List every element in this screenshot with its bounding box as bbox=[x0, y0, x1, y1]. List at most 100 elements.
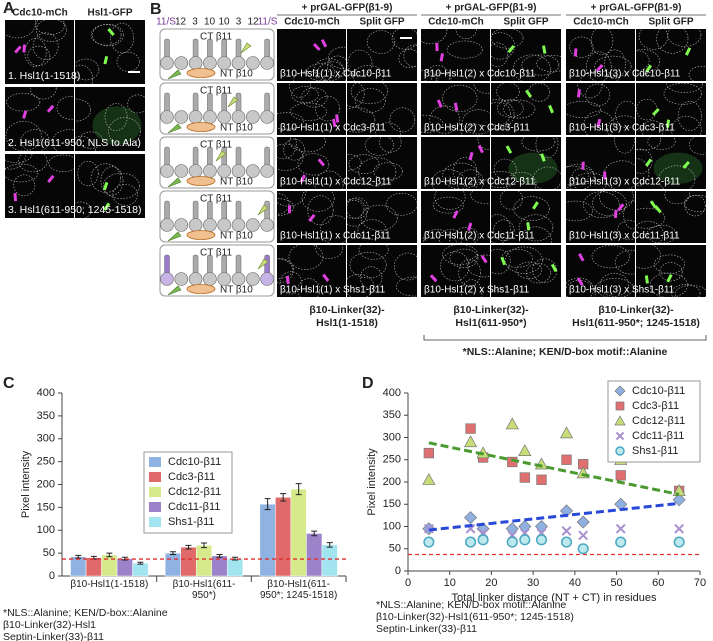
septin-ring bbox=[429, 274, 438, 283]
septin-ring bbox=[335, 114, 340, 123]
footnote: β10-Linker(32)-Hsl1 bbox=[3, 619, 96, 631]
channel-header: Hsl1-GFP bbox=[87, 8, 132, 19]
cell-outline bbox=[599, 191, 634, 211]
cell-outline bbox=[277, 193, 290, 215]
ct-arrow bbox=[227, 96, 239, 108]
point bbox=[577, 543, 589, 555]
micrograph bbox=[5, 154, 74, 218]
cell-outline bbox=[493, 219, 515, 241]
cell-outline bbox=[314, 170, 344, 189]
cell-outline bbox=[586, 51, 612, 81]
y-tick-label: 50 bbox=[389, 543, 401, 555]
cell-outline bbox=[519, 226, 552, 243]
septin-label: 10 bbox=[204, 17, 216, 28]
y-tick-label: 200 bbox=[383, 476, 401, 488]
septin-ring bbox=[578, 253, 585, 262]
cell-outline bbox=[127, 94, 145, 114]
micrograph bbox=[636, 245, 706, 297]
nt-arrow bbox=[167, 123, 182, 134]
septin-ring bbox=[22, 44, 27, 53]
row-label: β10-Hsl1(3) x Cdc3-β11 bbox=[569, 123, 675, 134]
point bbox=[673, 536, 685, 548]
panel-label: A bbox=[3, 0, 15, 17]
cell-outline bbox=[429, 105, 461, 134]
point bbox=[559, 426, 574, 439]
cell-outline bbox=[288, 245, 324, 270]
cell-outline bbox=[13, 174, 36, 197]
cell-outline bbox=[347, 197, 369, 219]
y-tick-label: 250 bbox=[37, 456, 55, 468]
cell-outline bbox=[349, 251, 387, 279]
cell-outline bbox=[350, 83, 389, 104]
micrograph-bg bbox=[277, 245, 346, 297]
row-label: 3. Hsl1(611-950; 1245-1518) bbox=[8, 204, 141, 216]
cell-outline bbox=[48, 154, 74, 172]
y-axis-title: Pixel intensity bbox=[366, 448, 378, 516]
row-label: β10-Hsl1(1) x Cdc11-β11 bbox=[280, 231, 391, 242]
septin-subunit bbox=[174, 56, 189, 70]
cell-outline bbox=[291, 86, 319, 104]
ct-arrow bbox=[257, 204, 269, 216]
septin-ring bbox=[526, 222, 531, 231]
nt-label: NT β10 bbox=[220, 285, 253, 296]
y-tick-label: 200 bbox=[37, 478, 55, 490]
septin-ring bbox=[436, 99, 443, 108]
legend-label: Cdc10-β11 bbox=[168, 456, 221, 468]
cell-outline bbox=[307, 195, 334, 226]
micrograph bbox=[636, 191, 706, 243]
y-tick-label: 300 bbox=[383, 431, 401, 443]
micrograph bbox=[421, 83, 490, 135]
channel-header: Split GFP bbox=[360, 17, 405, 28]
micrograph bbox=[277, 245, 346, 297]
diagram-frame bbox=[159, 244, 275, 297]
y-tick-label: 400 bbox=[383, 387, 401, 399]
cell-outline bbox=[6, 92, 41, 112]
cell-outline bbox=[104, 103, 128, 131]
column-footer: β10-Linker(32)- bbox=[309, 304, 385, 316]
cell-outline bbox=[467, 254, 490, 278]
cell-outline bbox=[36, 20, 67, 42]
legend-swatch bbox=[149, 472, 161, 482]
row-label: β10-Hsl1(2) x Shs1-β11 bbox=[424, 285, 530, 296]
cell-outline bbox=[594, 55, 632, 78]
septin-subunit bbox=[231, 218, 246, 232]
cell-outline bbox=[75, 201, 92, 218]
point bbox=[423, 536, 435, 548]
septin-ring bbox=[439, 53, 444, 62]
septin-label: 11/S bbox=[156, 17, 176, 28]
bar bbox=[195, 545, 213, 577]
septin-ring bbox=[332, 118, 337, 128]
bar bbox=[85, 557, 102, 577]
cell-outline bbox=[391, 29, 417, 50]
trend-line bbox=[428, 501, 680, 532]
column-footer: Hsl1(611-950*; 1245-1518) bbox=[572, 317, 700, 329]
bar bbox=[306, 533, 323, 577]
cell-outline bbox=[636, 49, 661, 75]
septin-ring bbox=[317, 158, 326, 167]
cell-outline bbox=[316, 61, 346, 81]
footnote: *NLS::Alanine; KEN/D-box motif::Alanine bbox=[463, 346, 668, 358]
cell-outline bbox=[573, 172, 608, 189]
y-tick-label: 300 bbox=[37, 433, 55, 445]
cell-outline bbox=[636, 137, 662, 151]
septin-label: 12 bbox=[175, 17, 187, 28]
septin-subunit bbox=[231, 110, 246, 124]
septin-subunit bbox=[188, 272, 203, 286]
point bbox=[561, 454, 572, 465]
cell-outline bbox=[449, 248, 479, 268]
point bbox=[615, 536, 627, 548]
septin-ring bbox=[107, 28, 115, 37]
diagram-frame bbox=[159, 28, 275, 81]
nt-label: NT β10 bbox=[220, 231, 253, 242]
cell-outline bbox=[455, 29, 477, 39]
error-bar bbox=[295, 483, 302, 496]
cell-outline bbox=[430, 72, 452, 81]
point bbox=[422, 473, 436, 485]
legend-label: Shs1-β11 bbox=[168, 516, 214, 528]
row-label: β10-Hsl1(3) x Cdc10-β11 bbox=[569, 69, 681, 80]
cell-outline bbox=[595, 278, 634, 297]
point bbox=[465, 423, 476, 434]
septin-ring bbox=[542, 45, 547, 54]
row-label: β10-Hsl1(3) x Cdc11-β11 bbox=[569, 231, 680, 242]
micrograph-bg bbox=[421, 245, 490, 297]
